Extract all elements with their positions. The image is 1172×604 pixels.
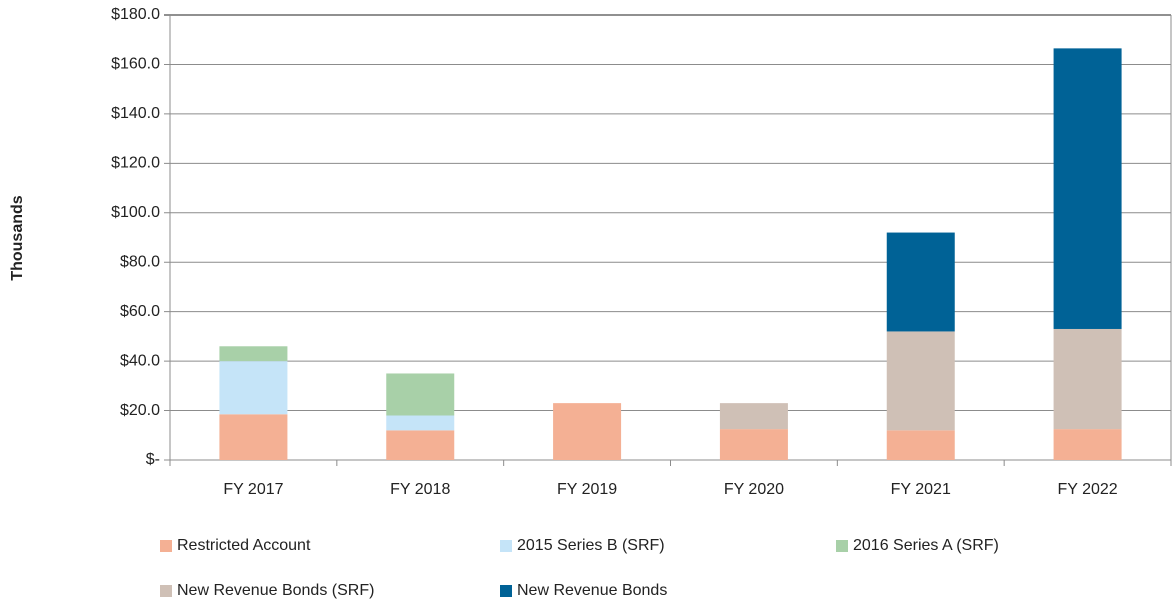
x-tick-label: FY 2021 [891,481,951,498]
y-tick-label: $120.0 [111,155,160,172]
x-tick-label: FY 2019 [557,481,617,498]
y-tick-label: $- [146,451,160,468]
bar-segment [886,331,955,431]
legend-swatch [836,540,848,552]
legend-label: 2015 Series B (SRF) [517,537,665,554]
x-tick-label: FY 2020 [724,481,784,498]
legend-swatch [500,585,512,597]
y-tick-label: $80.0 [120,253,160,270]
y-tick-label: $40.0 [120,352,160,369]
bar-segment [886,232,955,332]
y-tick-label: $160.0 [111,56,160,73]
bar-segment [386,373,455,416]
legend-label: New Revenue Bonds (SRF) [177,582,374,599]
bar-segment [553,403,622,460]
y-tick-label: $140.0 [111,105,160,122]
legend-swatch [160,585,172,597]
bar-segment [719,429,788,460]
bar-segment [386,415,455,431]
bar-segment [886,430,955,460]
y-tick-label: $20.0 [120,402,160,419]
legend-label: New Revenue Bonds [517,582,667,599]
bar-segment [219,361,288,415]
legend-label: 2016 Series A (SRF) [853,537,999,554]
legend-label: Restricted Account [177,537,311,554]
bar-segment [1053,328,1122,430]
y-axis-label: Thousands [9,195,26,280]
y-tick-label: $60.0 [120,303,160,320]
bar-segment [1053,48,1122,329]
legend-swatch [160,540,172,552]
legend-swatch [500,540,512,552]
bar-segment [719,403,788,430]
bar-segment [219,346,288,362]
y-tick-label: $100.0 [111,204,160,221]
bar-segment [219,414,288,460]
y-tick-label: $180.0 [111,6,160,23]
x-tick-label: FY 2018 [390,481,450,498]
x-tick-label: FY 2022 [1057,481,1117,498]
x-tick-label: FY 2017 [223,481,283,498]
bar-segment [1053,429,1122,460]
bar-segment [386,430,455,460]
